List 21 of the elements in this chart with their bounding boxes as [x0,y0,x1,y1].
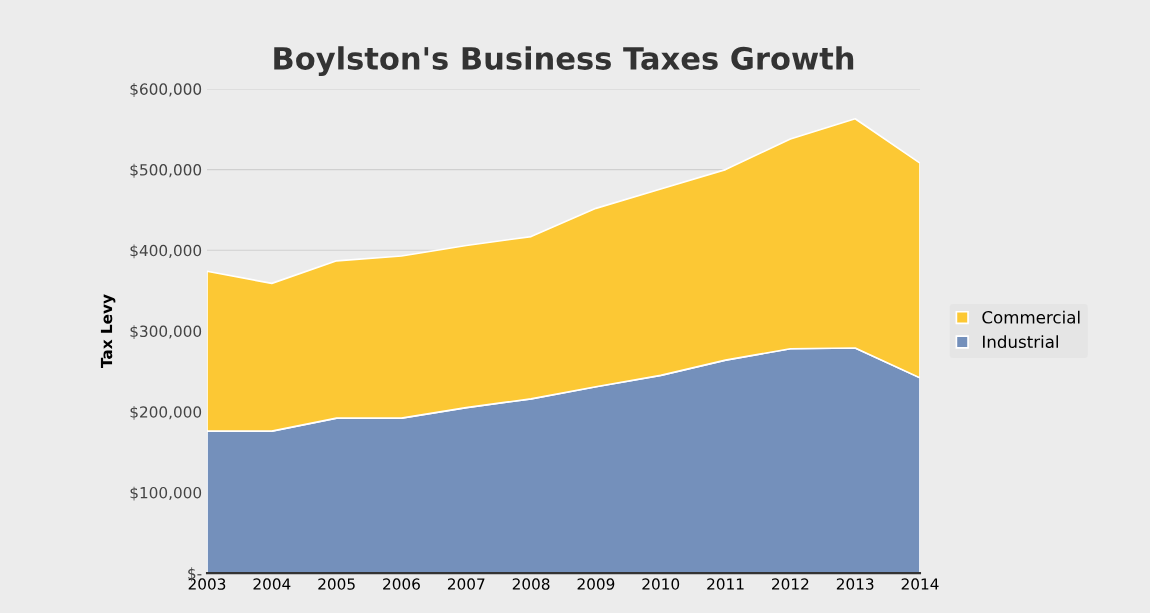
x-tick-label: 2012 [772,578,809,590]
x-tick-label: 2004 [253,578,291,590]
x-tick-label: 2005 [318,578,355,590]
legend-label: Commercial [982,310,1080,324]
chart-title: Boylston's Business Taxes Growth [274,46,854,77]
y-tick-label: $100,000 [130,486,202,501]
x-tick-label: 2006 [383,578,420,590]
x-tick-label: 2011 [707,578,744,590]
y-tick-label: $200,000 [130,405,202,420]
y-axis-title: Tax Levy [100,294,116,368]
x-tick-label: 2013 [836,578,874,590]
x-tick-label: 2009 [577,578,615,590]
legend-label: Industrial [983,335,1058,349]
x-tick-label: 2008 [512,578,550,590]
y-tick-label: $300,000 [130,325,202,340]
y-tick-label: $600,000 [130,83,202,97]
x-tick-label: 2010 [642,578,680,590]
y-tick-label: $400,000 [130,244,202,259]
x-tick-label: 2014 [901,578,939,590]
y-tick-label: $500,000 [130,163,202,178]
x-tick-label: 2007 [447,578,485,590]
